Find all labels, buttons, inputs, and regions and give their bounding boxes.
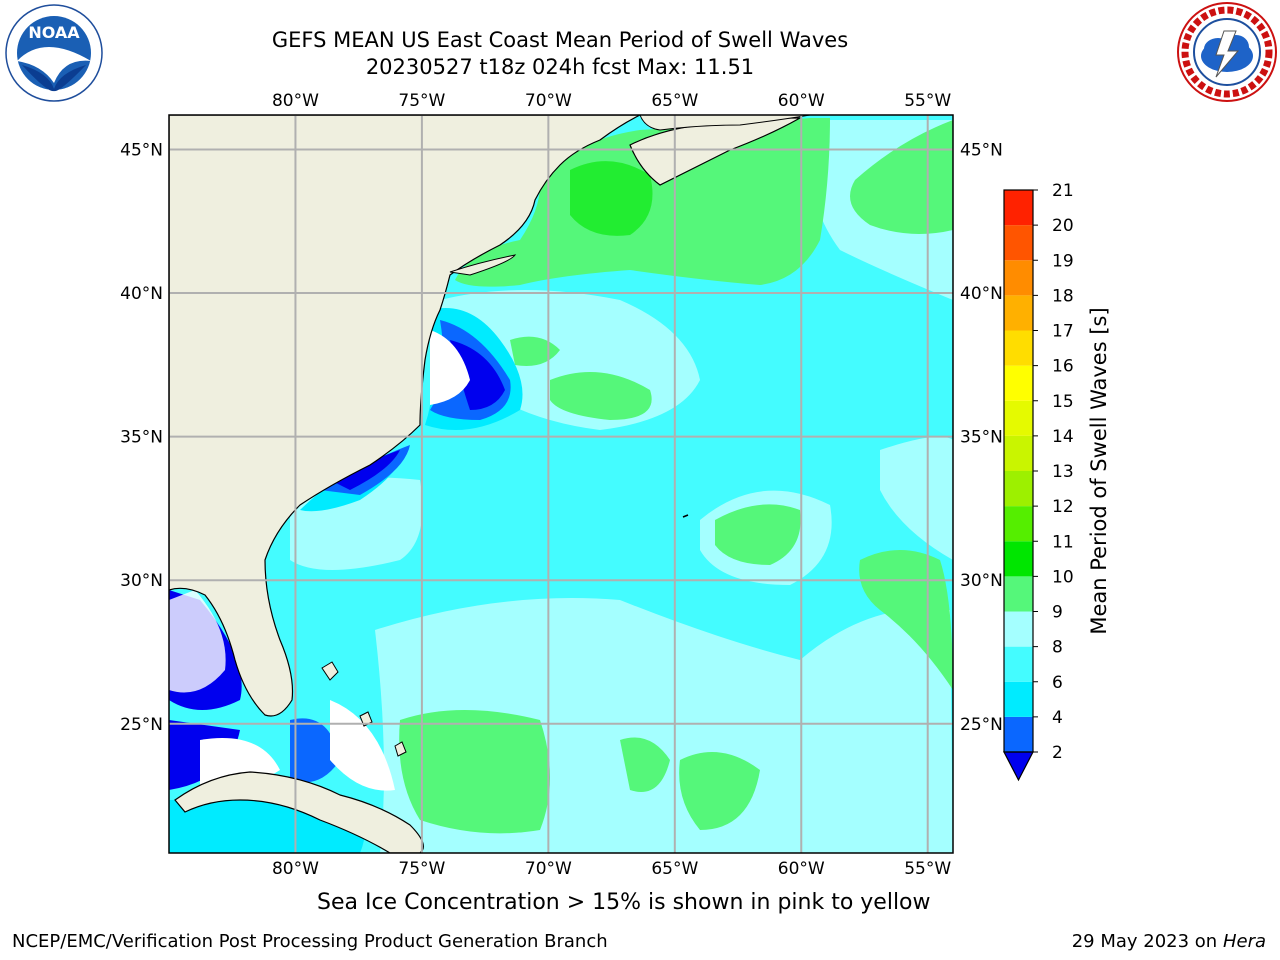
swell-9-10-east (859, 550, 953, 690)
colorbar-tick-label: 19 (1052, 251, 1074, 271)
land-bermuda (682, 514, 689, 518)
footer-timestamp: 29 May 2023 on Hera (1072, 931, 1266, 952)
swell-9-10-caribbean (399, 710, 550, 834)
colorbar-swatch (1004, 681, 1033, 717)
graticule (169, 115, 953, 853)
land-long-island (449, 254, 517, 276)
land-new-brunswick (639, 115, 811, 131)
lat-tick-label: 30°N (120, 571, 163, 591)
colorbar-swatch (1004, 260, 1033, 296)
land-bahamas-1 (321, 661, 339, 681)
swell-9-10-patch2 (550, 372, 652, 420)
lon-tick-label: 75°W (398, 91, 445, 111)
footer-host: Hera (1222, 931, 1266, 952)
swell-9-10-patch3 (620, 737, 670, 792)
colorbar-tick-label: 13 (1052, 462, 1074, 482)
colorbar-swatch (1004, 611, 1033, 647)
lat-tick-label: 45°N (120, 140, 163, 160)
colorbar-swatch (1004, 400, 1033, 436)
swell-under2-carolina (330, 450, 400, 490)
colorbar-tick-label: 12 (1052, 497, 1074, 517)
colorbar-swatch (1004, 506, 1033, 542)
colorbar-tick-label: 2 (1052, 743, 1063, 763)
lat-labels-left: 45°N 40°N 35°N 30°N 25°N (120, 140, 163, 734)
swell-2-4-bahamas (290, 718, 340, 783)
colorbar-swatch (1004, 225, 1033, 261)
colorbar-swatch (1004, 716, 1033, 752)
colorbar-tick-label: 14 (1052, 427, 1074, 447)
lat-tick-label: 40°N (120, 284, 163, 304)
land-bahamas-3 (394, 741, 407, 757)
map-frame (168, 114, 954, 854)
lon-tick-label: 70°W (525, 91, 572, 111)
lat-tick-label: 25°N (960, 715, 1003, 735)
colorbar-swatch (1004, 365, 1033, 401)
no-data-bahamas (330, 700, 395, 791)
colorbar-swatch (1004, 576, 1033, 612)
lon-tick-label: 55°W (904, 859, 951, 879)
lat-tick-label: 35°N (960, 428, 1003, 448)
colorbar-swatch (1004, 190, 1033, 226)
colorbar-tick-label: 17 (1052, 322, 1074, 342)
no-data-hatteras (430, 330, 470, 405)
lat-labels-right: 45°N 40°N 35°N 30°N 25°N (960, 140, 1003, 734)
colorbar-tick-label: 8 (1052, 638, 1063, 658)
lat-tick-label: 25°N (120, 715, 163, 735)
lat-tick-label: 30°N (960, 571, 1003, 591)
no-data-gulf (169, 590, 226, 693)
lon-tick-label: 70°W (525, 859, 572, 879)
noaa-logo-text: NOAA (28, 23, 80, 42)
colorbar-tick-label: 6 (1052, 673, 1063, 693)
lon-tick-label: 65°W (651, 859, 698, 879)
colorbar: 2 4 6 8 9 10 11 12 13 14 15 16 17 18 19 20 21 (1003, 181, 1074, 782)
colorbar-tick-label: 11 (1052, 532, 1074, 552)
swell-under2-hatteras (450, 340, 505, 410)
colorbar-tick-label: 4 (1052, 708, 1063, 728)
lon-labels-top: 80°W 75°W 70°W 65°W 60°W 55°W (272, 91, 951, 111)
lon-tick-label: 55°W (904, 91, 951, 111)
colorbar-label: Mean Period of Swell Waves [s] (1087, 307, 1111, 634)
lat-tick-label: 35°N (120, 428, 163, 448)
lon-labels-bottom: 80°W 75°W 70°W 65°W 60°W 55°W (272, 859, 951, 879)
map-field (169, 115, 953, 853)
lon-tick-label: 60°W (778, 91, 825, 111)
colorbar-swatch (1004, 471, 1033, 507)
colorbar-tick-label: 9 (1052, 603, 1063, 623)
lon-tick-label: 65°W (651, 91, 698, 111)
chart-title: GEFS MEAN US East Coast Mean Period of S… (271, 28, 849, 52)
swell-8-9-east (880, 436, 953, 560)
colorbar-tick-label: 21 (1052, 181, 1074, 201)
colorbar-tick-label: 16 (1052, 357, 1074, 377)
swell-9-10-central (715, 504, 801, 565)
swell-10-11-north (570, 161, 653, 236)
colorbar-tick-label: 15 (1052, 392, 1074, 412)
footer-credit: NCEP/EMC/Verification Post Processing Pr… (12, 931, 608, 952)
nws-logo (1177, 2, 1277, 102)
colorbar-swatch (1004, 295, 1033, 331)
colorbar-under-arrow (1003, 751, 1034, 782)
land-bahamas-2 (359, 711, 373, 727)
lat-tick-label: 45°N (960, 140, 1003, 160)
colorbar-tick-label: 20 (1052, 216, 1074, 236)
lon-tick-label: 60°W (778, 859, 825, 879)
lon-tick-label: 80°W (272, 91, 319, 111)
colorbar-swatch (1004, 435, 1033, 471)
lon-tick-label: 75°W (398, 859, 445, 879)
chart-subtitle: 20230527 t18z 024h fcst Max: 11.51 (365, 55, 755, 79)
swell-9-10-patch4 (679, 752, 760, 830)
lat-tick-label: 40°N (960, 284, 1003, 304)
colorbar-tick-label: 10 (1052, 567, 1074, 587)
colorbar-swatch (1004, 330, 1033, 366)
colorbar-swatch (1004, 541, 1033, 577)
colorbar-swatch (1004, 646, 1033, 682)
footer-date: 29 May 2023 on (1071, 931, 1218, 952)
land-north-america (169, 115, 641, 717)
noaa-logo: NOAA (5, 4, 103, 102)
colorbar-tick-label: 18 (1052, 286, 1074, 306)
sea-ice-caption: Sea Ice Concentration > 15% is shown in … (317, 890, 931, 915)
lon-tick-label: 80°W (272, 859, 319, 879)
